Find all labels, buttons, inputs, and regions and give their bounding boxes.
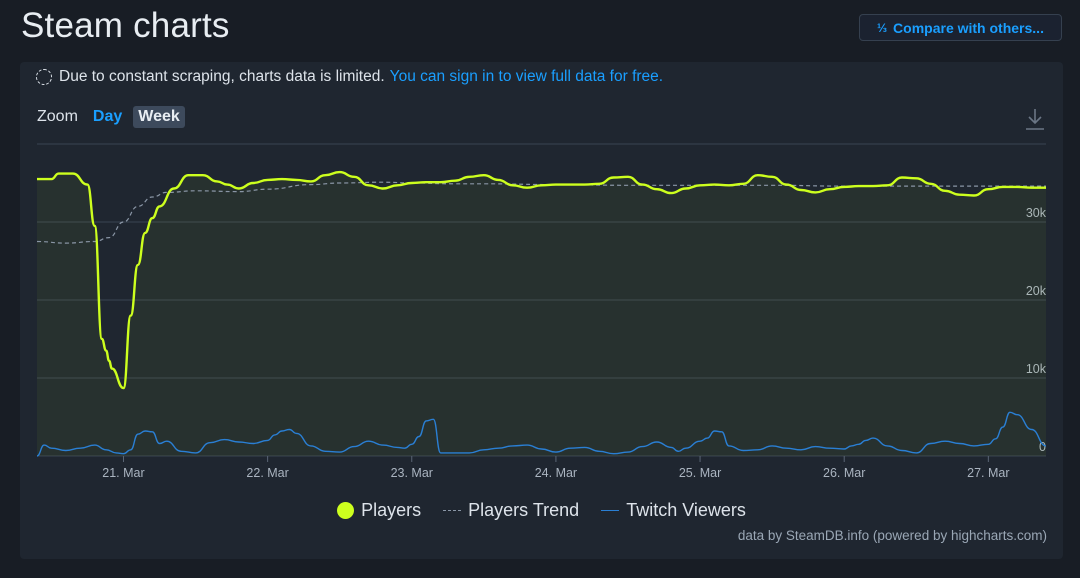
players-line	[37, 170, 1046, 390]
loading-circle-icon	[36, 69, 52, 85]
zoom-day-button[interactable]: Day	[92, 108, 123, 125]
y-tick-label: 30k	[1026, 206, 1047, 220]
x-tick-label: 23. Mar	[391, 466, 433, 480]
legend-trend-label: Players Trend	[468, 500, 580, 520]
solid-line-icon	[601, 510, 620, 511]
zoom-bar: Zoom Day Week	[37, 106, 191, 128]
legend-twitch-viewers[interactable]: Twitch Viewers	[601, 500, 746, 521]
dashed-line-icon	[443, 510, 462, 511]
legend-players-trend[interactable]: Players Trend	[443, 500, 579, 521]
y-tick-label: 20k	[1026, 284, 1047, 298]
x-tick-label: 22. Mar	[246, 466, 288, 480]
zoom-week-button[interactable]: Week	[133, 106, 185, 128]
chart-legend: Players Players Trend Twitch Viewers	[20, 500, 1063, 521]
legend-twitch-label: Twitch Viewers	[626, 500, 746, 520]
x-tick-label: 26. Mar	[823, 466, 865, 480]
players-area	[37, 172, 1046, 456]
data-limited-notice: Due to constant scraping, charts data is…	[36, 68, 663, 86]
players-marker-icon	[337, 502, 355, 519]
legend-players-label: Players	[361, 500, 422, 520]
players-trend-line	[36, 181, 1046, 244]
page-title: Steam charts	[21, 6, 230, 45]
y-tick-label: 0	[1039, 440, 1046, 454]
chart-credits: data by SteamDB.info (powered by highcha…	[737, 528, 1047, 543]
download-icon[interactable]	[1024, 106, 1046, 137]
legend-players[interactable]: Players	[337, 500, 421, 521]
players-chart: 0 10k 20k 30k 21. Mar 22. Mar 23. Mar 24. Mar 25…	[36, 143, 1047, 480]
y-tick-label: 10k	[1026, 362, 1047, 376]
twitch-viewers-line	[36, 411, 1047, 457]
x-tick-label: 27. Mar	[967, 466, 1009, 480]
x-tick-label: 21. Mar	[102, 466, 144, 480]
chart-panel: Due to constant scraping, charts data is…	[20, 62, 1063, 559]
notice-text: Due to constant scraping, charts data is…	[59, 68, 385, 85]
zoom-label: Zoom	[37, 108, 78, 125]
x-tick-label: 24. Mar	[535, 466, 577, 480]
fraction-icon: ⅓	[877, 20, 888, 35]
compare-label: Compare with others...	[893, 19, 1044, 36]
x-tick-label: 25. Mar	[679, 466, 721, 480]
compare-with-others-button[interactable]: ⅓ Compare with others...	[859, 14, 1062, 41]
sign-in-link[interactable]: You can sign in to view full data for fr…	[389, 68, 664, 85]
